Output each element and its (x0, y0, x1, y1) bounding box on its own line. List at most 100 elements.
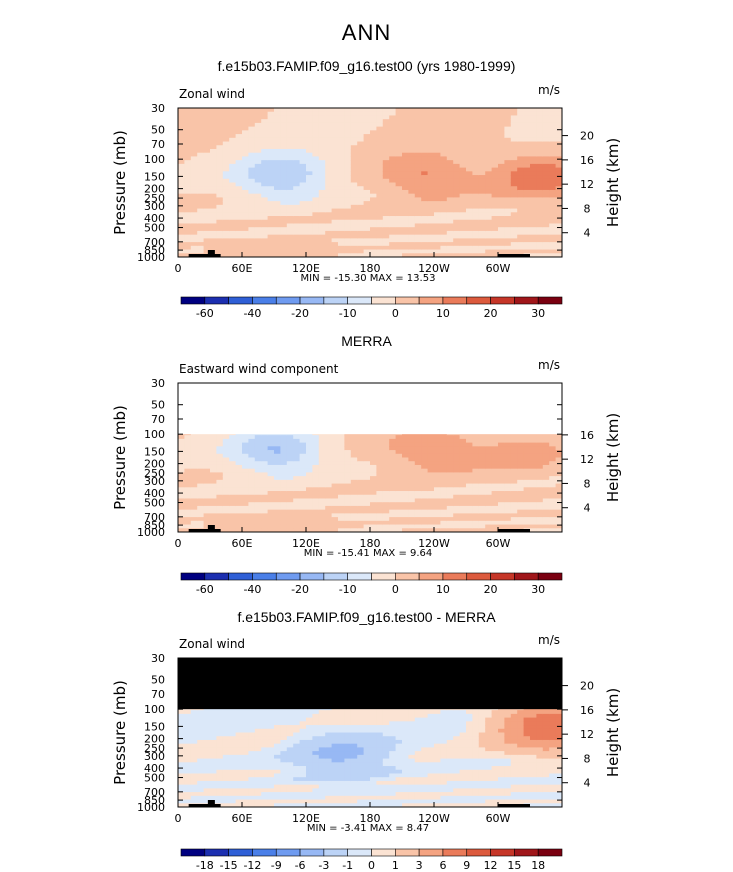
contour-fill-cell (402, 472, 409, 477)
contour-fill-cell (306, 189, 313, 195)
contour-fill-cell (357, 156, 365, 161)
contour-fill-cell (286, 494, 294, 500)
min-max-stats: MIN = -15.30 MAX = 13.53 (301, 273, 436, 284)
contour-fill-cell (517, 148, 525, 154)
contour-fill-cell (517, 201, 525, 206)
contour-fill-cell (299, 520, 307, 526)
contour-fill-cell (459, 167, 467, 172)
contour-fill-cell (286, 115, 294, 120)
contour-fill-cell (408, 171, 416, 176)
contour-fill-cell (478, 126, 486, 131)
contour-fill-cell (312, 446, 320, 451)
contour-fill-cell (402, 234, 409, 239)
contour-fill-cell (485, 461, 493, 466)
contour-fill-cell (510, 450, 518, 455)
contour-fill-cell (459, 524, 467, 529)
contour-fill-cell (542, 175, 550, 180)
contour-fill-cell (203, 234, 211, 239)
contour-fill-cell (363, 494, 371, 500)
contour-fill-cell (203, 468, 211, 473)
contour-fill-cell (408, 111, 416, 117)
contour-fill-cell (280, 219, 288, 225)
contour-fill-cell (306, 524, 313, 529)
contour-fill-cell (395, 130, 403, 135)
contour-fill-cell (312, 122, 320, 128)
contour-fill-cell (274, 197, 281, 202)
contour-fill-cell (344, 461, 352, 466)
contour-fill-cell (325, 464, 333, 470)
contour-fill-cell (203, 524, 211, 529)
contour-fill-cell (235, 141, 243, 146)
contour-fill-cell (274, 208, 281, 213)
contour-fill-cell (389, 227, 397, 232)
contour-fill-cell (504, 435, 512, 440)
contour-fill-cell (286, 223, 294, 228)
contour-fill-cell (338, 216, 345, 221)
contour-fill-cell (542, 461, 550, 466)
contour-fill-cell (555, 513, 562, 518)
contour-fill-cell (363, 204, 371, 210)
contour-fill-cell (242, 435, 249, 440)
contour-fill-cell (542, 145, 550, 150)
contour-fill-cell (549, 487, 557, 492)
contour-fill-cell (312, 242, 320, 247)
contour-fill-cell (472, 216, 480, 221)
contour-fill-cell (542, 245, 550, 251)
contour-fill-cell (466, 450, 473, 455)
contour-fill-cell (555, 223, 562, 228)
contour-fill-cell (530, 479, 537, 485)
contour-fill-cell (504, 160, 512, 165)
contour-fill-cell (293, 472, 301, 477)
contour-fill-cell (184, 502, 192, 507)
contour-fill-cell (242, 126, 249, 131)
contour-fill-cell (517, 156, 525, 161)
contour-fill-cell (190, 122, 198, 128)
contour-fill-cell (414, 245, 422, 251)
contour-fill-cell (382, 208, 390, 213)
contour-fill-cell (408, 242, 416, 247)
contour-fill-cell (222, 167, 230, 172)
contour-fill-cell (235, 178, 243, 184)
contour-fill-cell (248, 186, 256, 191)
contour-fill-cell (446, 141, 454, 146)
contour-fill-cell (376, 152, 384, 158)
contour-fill-cell (235, 197, 243, 202)
contour-fill-cell (466, 435, 473, 440)
contour-fill-cell (242, 476, 249, 481)
contour-fill-cell (402, 528, 409, 532)
contour-fill-cell (421, 487, 429, 492)
contour-fill-cell (184, 208, 192, 213)
contour-fill-cell (370, 245, 377, 251)
contour-fill-cell (382, 476, 390, 481)
contour-fill-cell (370, 212, 377, 217)
contour-fill-cell (421, 438, 429, 444)
contour-fill-cell (280, 160, 288, 165)
contour-fill-cell (414, 494, 422, 500)
contour-fill-cell (459, 219, 467, 225)
contour-fill-cell (421, 141, 429, 146)
contour-fill-cell (331, 446, 339, 451)
panel-2-title: MERRA (341, 333, 392, 349)
contour-fill-cell (440, 178, 448, 184)
contour-fill-cell (421, 223, 429, 228)
contour-fill-cell (491, 520, 499, 526)
contour-fill-cell (440, 163, 448, 169)
contour-fill-cell (427, 446, 435, 451)
contour-fill-cell (197, 513, 205, 518)
contour-fill-cell (338, 212, 345, 217)
contour-fill-cell (370, 238, 377, 243)
contour-fill-cell (184, 212, 192, 217)
x-tick-label: 120E (292, 262, 320, 275)
contour-fill-cell (408, 137, 416, 143)
contour-fill-cell (363, 186, 371, 191)
contour-fill-cell (421, 249, 429, 254)
contour-fill-cell (197, 249, 205, 254)
contour-fill-cell (248, 141, 256, 146)
contour-fill-cell (197, 446, 205, 451)
contour-fill-cell (274, 156, 281, 161)
contour-fill-cell (248, 249, 256, 254)
contour-fill-cell (485, 450, 493, 455)
contour-fill-cell (459, 115, 467, 120)
contour-fill-cell (472, 122, 480, 128)
height-tick-label: 8 (584, 202, 591, 215)
